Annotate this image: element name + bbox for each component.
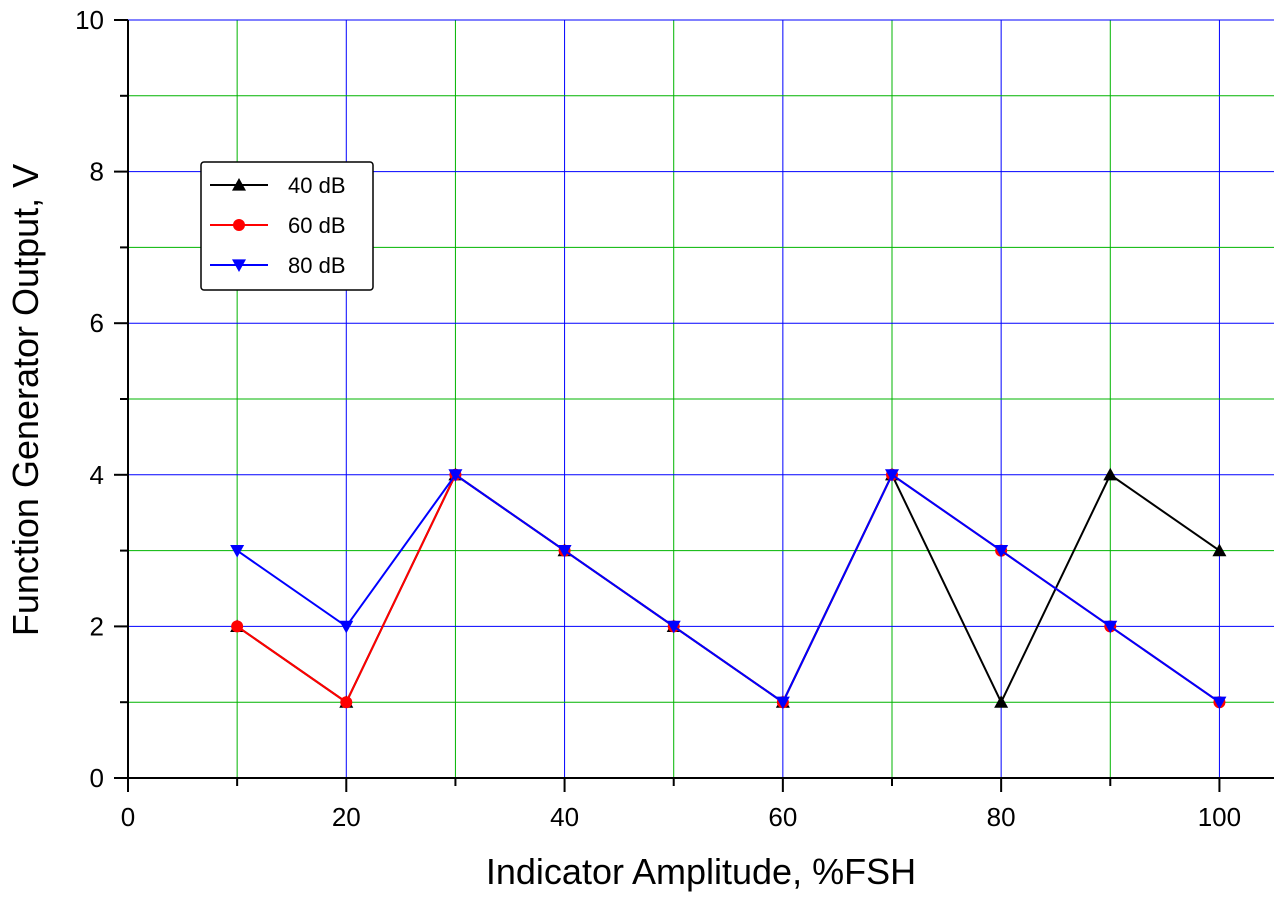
data-point-80-db bbox=[885, 469, 899, 482]
data-point-80-db bbox=[448, 469, 463, 482]
y-tick-label: 2 bbox=[90, 611, 104, 641]
x-tick-label: 100 bbox=[1198, 802, 1241, 832]
series-60-db bbox=[231, 468, 1226, 709]
data-point-40-db bbox=[1103, 467, 1118, 481]
x-tick-label: 40 bbox=[550, 802, 579, 832]
legend-label: 40 dB bbox=[288, 173, 346, 198]
data-point-40-db bbox=[1212, 543, 1227, 557]
data-point-80-db bbox=[230, 545, 245, 558]
y-tick-label: 0 bbox=[90, 763, 104, 793]
legend-marker bbox=[232, 259, 246, 272]
axes bbox=[114, 19, 1274, 792]
series-line-40-db bbox=[236, 472, 1221, 705]
y-tick-label: 6 bbox=[90, 308, 104, 338]
y-tick-label: 10 bbox=[75, 5, 104, 35]
data-point-80-db bbox=[994, 545, 1009, 558]
grid bbox=[128, 19, 1274, 778]
data-point-80-db bbox=[1103, 620, 1118, 634]
legend-label: 60 dB bbox=[288, 213, 346, 238]
series-80-db bbox=[230, 469, 1227, 710]
y-axis-title: Function Generator Output, V bbox=[5, 164, 46, 636]
y-tick-label: 8 bbox=[90, 157, 104, 187]
series-line-80-db bbox=[236, 473, 1221, 704]
legend: 40 dB 60 dB 80 dB bbox=[200, 161, 374, 291]
tick-labels: 0 20 40 60 80 100 0 2 4 6 8 10 bbox=[75, 5, 1241, 832]
y-tick-label: 4 bbox=[90, 460, 104, 490]
data-point-80-db bbox=[666, 620, 681, 634]
data-point-80-db bbox=[775, 696, 790, 710]
x-tick-label: 0 bbox=[121, 802, 135, 832]
legend-box bbox=[200, 161, 374, 291]
series-group bbox=[230, 467, 1227, 710]
legend-label: 80 dB bbox=[288, 253, 346, 278]
data-point-80-db bbox=[1212, 696, 1227, 710]
legend-item-40-db: 40 dB bbox=[210, 173, 346, 198]
data-point-80-db bbox=[557, 545, 572, 558]
legend-item-60-db: 60 dB bbox=[210, 213, 346, 238]
series-40-db bbox=[230, 467, 1227, 708]
data-point-80-db bbox=[339, 620, 354, 634]
x-axis-title: Indicator Amplitude, %FSH bbox=[486, 851, 916, 892]
x-tick-label: 80 bbox=[987, 802, 1016, 832]
legend-marker bbox=[232, 178, 246, 191]
x-tick-label: 20 bbox=[332, 802, 361, 832]
x-tick-label: 60 bbox=[768, 802, 797, 832]
data-point-40-db bbox=[994, 695, 1009, 708]
legend-item-80-db: 80 dB bbox=[210, 253, 346, 278]
data-point-60-db bbox=[231, 620, 244, 633]
series-line-60-db bbox=[236, 473, 1221, 704]
data-point-60-db bbox=[340, 696, 353, 709]
legend-marker bbox=[233, 219, 245, 231]
